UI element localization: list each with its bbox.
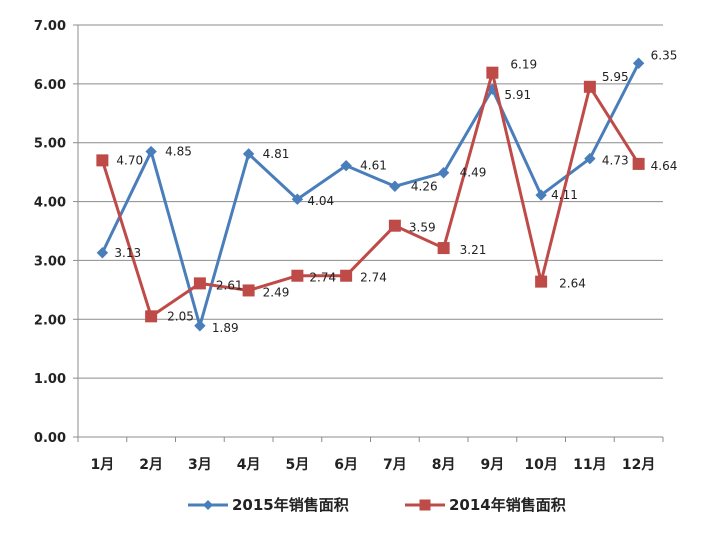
data-label: 4.70 <box>116 153 143 167</box>
legend-item-2015: 2015年销售面积 <box>188 496 349 514</box>
legend-marker <box>203 500 213 510</box>
x-tick-label: 2月 <box>139 457 163 473</box>
data-point-marker <box>291 269 304 282</box>
data-label: 3.59 <box>409 221 436 235</box>
x-tick-label: 4月 <box>237 457 261 473</box>
data-point-marker <box>194 320 206 332</box>
data-label: 3.21 <box>460 243 487 257</box>
legend-label: 2014年销售面积 <box>449 496 566 514</box>
data-point-marker <box>388 219 401 232</box>
data-point-marker <box>583 80 596 93</box>
data-label: 5.91 <box>504 88 531 102</box>
data-point-marker <box>291 193 304 205</box>
data-point-marker <box>145 310 158 323</box>
series-line <box>101 62 640 328</box>
y-tick-label: 7.00 <box>34 19 66 34</box>
data-label: 6.35 <box>651 48 678 62</box>
data-point-marker <box>632 57 645 69</box>
data-labels: 3.13 4.85 1.89 4.81 4.04 4.61 4.26 4.49 5.91 4.11… <box>114 48 677 335</box>
data-label: 4.04 <box>307 194 334 208</box>
series-2014 <box>96 66 645 323</box>
legend-item-2014: 2014年销售面积 <box>405 496 566 514</box>
data-point-marker <box>437 242 450 255</box>
data-point-marker <box>340 159 352 172</box>
data-point-marker <box>389 180 401 192</box>
y-tick-label: 0.00 <box>34 431 66 446</box>
data-point-marker <box>437 167 450 179</box>
data-point-marker <box>96 247 109 259</box>
y-tick-label: 2.00 <box>34 313 66 328</box>
data-label: 6.19 <box>510 58 537 72</box>
data-label: 2.64 <box>559 277 586 291</box>
series-line <box>100 71 640 318</box>
data-point-marker <box>486 66 499 79</box>
legend: 2015年销售面积 2014年销售面积 <box>188 496 566 514</box>
data-point-marker <box>535 275 548 288</box>
legend-label: 2015年销售面积 <box>232 496 349 514</box>
data-label: 2.61 <box>216 278 243 292</box>
x-tick-label: 5月 <box>286 457 310 473</box>
data-point-marker <box>96 154 109 167</box>
data-label: 2.49 <box>263 285 290 299</box>
x-tick-label: 8月 <box>432 457 456 473</box>
x-axis-ticks: 1月 2月 3月 4月 5月 6月 7月 8月 9月 10月 11月 12月 <box>91 457 656 473</box>
data-label: 5.95 <box>602 70 629 84</box>
data-point-marker <box>340 269 353 282</box>
x-tick-label: 11月 <box>573 457 606 473</box>
series-group <box>96 57 645 332</box>
x-tick-label: 10月 <box>524 457 557 473</box>
data-label: 2.05 <box>167 309 194 323</box>
data-point-marker <box>242 148 255 160</box>
x-tick-label: 7月 <box>383 457 407 473</box>
x-tick-label: 6月 <box>334 457 358 473</box>
y-tick-label: 5.00 <box>34 137 66 152</box>
data-point-marker <box>535 189 547 201</box>
y-axis-ticks: 0.00 1.00 2.00 3.00 4.00 5.00 6.00 7.00 <box>34 19 66 446</box>
gridlines <box>78 24 663 379</box>
y-tick-label: 6.00 <box>34 78 66 93</box>
y-tick-label: 1.00 <box>34 372 66 387</box>
data-point-marker <box>193 277 206 290</box>
data-label: 4.49 <box>460 166 487 180</box>
legend-marker <box>419 499 431 511</box>
x-tick-label: 1月 <box>91 457 115 473</box>
x-tick-label: 3月 <box>188 457 212 473</box>
data-label: 3.13 <box>114 246 141 260</box>
data-point-marker <box>242 284 255 297</box>
x-tick-label: 9月 <box>481 457 505 473</box>
data-label: 4.26 <box>411 179 438 193</box>
data-point-marker <box>145 145 157 158</box>
data-label: 2.74 <box>309 271 336 285</box>
data-label: 4.81 <box>263 147 290 161</box>
data-point-marker <box>632 157 645 170</box>
data-label: 4.85 <box>165 145 192 159</box>
data-label: 2.74 <box>360 271 387 285</box>
data-label: 1.89 <box>212 321 239 335</box>
data-label: 4.61 <box>360 159 387 173</box>
data-label: 4.73 <box>602 154 629 168</box>
y-tick-label: 4.00 <box>34 196 66 211</box>
series-2015 <box>96 57 645 332</box>
data-label: 4.64 <box>651 159 678 173</box>
axes <box>73 24 664 442</box>
x-tick-label: 12月 <box>622 457 655 473</box>
data-label: 4.11 <box>551 188 578 202</box>
data-point-marker <box>584 152 596 165</box>
y-tick-label: 3.00 <box>34 254 66 269</box>
